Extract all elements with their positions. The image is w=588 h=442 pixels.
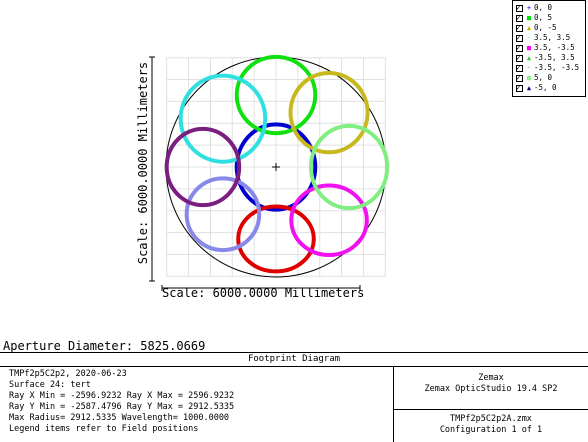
legend-marker-icon: ▲	[526, 84, 532, 92]
legend-label: -3.5, 3.5	[534, 53, 575, 62]
legend-label: 3.5, -3.5	[534, 43, 575, 52]
info-file-box: TMPf2p5C2p2A.zmx Configuration 1 of 1	[393, 410, 588, 442]
info-title: Footprint Diagram	[0, 353, 588, 367]
legend-checkbox[interactable]	[516, 3, 523, 13]
legend-item[interactable]: ▲-5, 0	[516, 83, 585, 93]
footprint-ellipse	[178, 73, 268, 164]
info-company-box: Zemax Zemax OpticStudio 19.4 SP2	[393, 367, 588, 410]
footprint-ellipse	[184, 176, 262, 253]
legend-label: 3.5, 3.5	[534, 33, 571, 42]
footprint-ellipse	[164, 126, 242, 208]
info-panel: Footprint Diagram TMPf2p5C2p2, 2020-06-2…	[0, 352, 588, 442]
legend-label: -3.5, -3.5	[534, 63, 580, 72]
legend-checkbox[interactable]	[516, 73, 523, 83]
legend-label: 0, 0	[534, 3, 553, 12]
legend-item[interactable]: ▲-3.5, 3.5	[516, 53, 585, 63]
legend-item[interactable]: ■0, 5	[516, 13, 585, 23]
info-line: Ray X Min = -2596.9232 Ray X Max = 2596.…	[9, 391, 235, 401]
legend-item[interactable]: ·-3.5, -3.5	[516, 63, 585, 73]
info-line: Legend items refer to Field positions	[9, 424, 199, 434]
x-axis-label: Scale: 6000.0000 Millimeters	[162, 286, 365, 300]
info-line: Max Radius= 2912.5335 Wavelength= 1000.0…	[9, 413, 230, 423]
info-line: Surface 24: tert	[9, 380, 91, 390]
legend-marker-icon: ▲	[526, 24, 532, 32]
legend-label: 5, 0	[534, 73, 553, 82]
legend-marker-icon: ·	[526, 34, 532, 42]
footprint-ellipse	[288, 70, 370, 155]
file-name: TMPf2p5C2p2A.zmx	[450, 414, 532, 424]
legend-marker-icon: ■	[526, 74, 532, 82]
legend-panel: +0, 0■0, 5▲0, -5·3.5, 3.5■3.5, -3.5▲-3.5…	[512, 0, 586, 97]
legend-item[interactable]: ▲0, -5	[516, 23, 585, 33]
info-line: Ray Y Min = -2587.4796 Ray Y Max = 2912.…	[9, 402, 235, 412]
legend-item[interactable]: ·3.5, 3.5	[516, 33, 585, 43]
info-details: TMPf2p5C2p2, 2020-06-23 Surface 24: tert…	[9, 369, 234, 435]
legend-checkbox[interactable]	[516, 43, 523, 53]
footprint-ellipse	[234, 54, 318, 136]
center-cross-marker	[272, 163, 280, 171]
footprint-plot	[149, 54, 390, 291]
legend-item[interactable]: +0, 0	[516, 3, 585, 13]
legend-label: 0, -5	[534, 23, 557, 32]
legend-label: -5, 0	[534, 83, 557, 92]
legend-marker-icon: ·	[526, 64, 532, 72]
footprint-ellipse	[308, 123, 390, 211]
legend-marker-icon: ■	[526, 14, 532, 22]
footprint-ellipse	[234, 122, 318, 212]
footprint-ellipse	[289, 183, 369, 257]
legend-marker-icon: ▲	[526, 54, 532, 62]
aperture-diameter: Aperture Diameter: 5825.0669	[3, 339, 206, 353]
legend-checkbox[interactable]	[516, 63, 523, 73]
legend-label: 0, 5	[534, 13, 553, 22]
legend-marker-icon: +	[526, 4, 532, 12]
legend-checkbox[interactable]	[516, 33, 523, 43]
product-name: Zemax OpticStudio 19.4 SP2	[424, 384, 558, 394]
legend-marker-icon: ■	[526, 44, 532, 52]
company-name: Zemax	[478, 373, 504, 383]
legend-checkbox[interactable]	[516, 83, 523, 93]
footprint-series	[164, 54, 390, 274]
legend-item[interactable]: ■5, 0	[516, 73, 585, 83]
info-line: TMPf2p5C2p2, 2020-06-23	[9, 369, 127, 379]
legend-checkbox[interactable]	[516, 13, 523, 23]
scale-bars	[149, 56, 361, 291]
footprint-ellipse	[236, 204, 316, 274]
y-axis-label: Scale: 6000.0000 Millimeters	[136, 61, 150, 265]
legend-checkbox[interactable]	[516, 23, 523, 33]
configuration: Configuration 1 of 1	[439, 425, 543, 435]
legend-item[interactable]: ■3.5, -3.5	[516, 43, 585, 53]
legend-checkbox[interactable]	[516, 53, 523, 63]
